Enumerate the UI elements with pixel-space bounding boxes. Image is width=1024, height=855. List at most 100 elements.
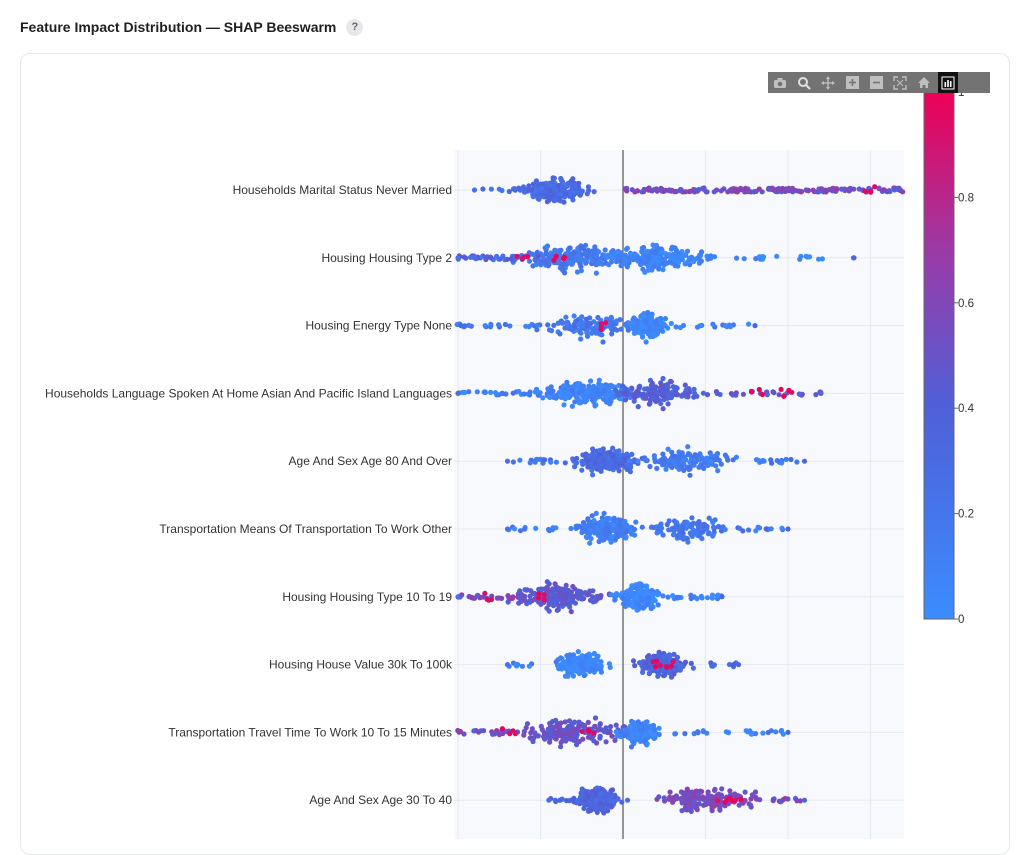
data-point	[627, 469, 634, 475]
data-point	[679, 249, 685, 255]
data-point	[645, 267, 651, 273]
data-point	[654, 465, 660, 471]
data-point	[532, 389, 539, 395]
zoom-icon[interactable]	[792, 72, 816, 93]
data-point	[834, 186, 840, 192]
data-point	[635, 404, 641, 410]
data-point	[862, 188, 868, 194]
data-point	[504, 662, 511, 668]
help-icon[interactable]: ?	[346, 18, 364, 36]
data-point	[598, 791, 604, 797]
data-point	[731, 662, 737, 668]
data-point	[499, 726, 505, 732]
data-point	[785, 526, 791, 532]
data-point	[593, 330, 599, 336]
data-point	[533, 525, 539, 532]
data-point	[488, 186, 494, 192]
data-point	[613, 387, 619, 393]
camera-icon[interactable]	[768, 72, 792, 93]
data-point	[713, 794, 719, 800]
zoom-in-icon[interactable]	[840, 72, 864, 93]
data-point	[535, 253, 541, 259]
zoom-out-icon[interactable]	[864, 72, 888, 93]
points	[454, 175, 906, 816]
data-point	[807, 254, 813, 260]
data-point	[797, 798, 803, 804]
data-point	[562, 719, 568, 725]
data-point	[564, 322, 570, 328]
data-point	[818, 390, 824, 396]
data-point	[660, 375, 666, 382]
data-point	[690, 665, 697, 671]
data-point	[577, 662, 584, 668]
data-point	[466, 389, 472, 395]
data-point	[504, 256, 510, 262]
data-point	[768, 457, 774, 463]
data-point	[608, 315, 615, 321]
data-point	[646, 401, 653, 407]
data-point	[638, 323, 645, 329]
data-point	[591, 393, 597, 399]
data-point	[658, 658, 664, 664]
pan-icon[interactable]	[816, 72, 840, 93]
data-point	[622, 252, 628, 258]
data-point	[608, 787, 614, 794]
data-point	[752, 789, 759, 795]
data-point	[770, 798, 776, 804]
data-point	[610, 453, 616, 460]
data-point	[544, 199, 551, 205]
data-point	[775, 187, 781, 193]
data-point	[747, 728, 753, 734]
data-point	[704, 595, 711, 601]
data-point	[646, 657, 652, 663]
colorbar-tick-label: 1	[958, 87, 964, 99]
data-point	[666, 394, 673, 400]
colorbar-ticks: 1 0.8 0.6 0.4 0.2 0	[954, 87, 975, 626]
data-point	[649, 188, 655, 194]
home-icon[interactable]	[912, 72, 936, 93]
data-point	[671, 651, 677, 657]
autoscale-icon[interactable]	[888, 72, 912, 93]
data-point	[641, 391, 647, 397]
data-point	[643, 457, 649, 463]
data-point	[746, 527, 752, 533]
data-point	[578, 330, 584, 336]
data-point	[794, 459, 800, 465]
data-point	[642, 604, 648, 610]
data-point	[521, 254, 527, 260]
data-point	[697, 533, 703, 539]
data-point	[594, 253, 600, 259]
data-point	[674, 654, 681, 661]
data-point	[733, 797, 739, 803]
data-point	[576, 322, 582, 328]
data-point	[618, 326, 624, 332]
data-point	[719, 786, 725, 792]
data-point	[593, 270, 600, 276]
data-point	[587, 527, 593, 534]
data-point	[756, 386, 762, 393]
data-point	[675, 251, 681, 257]
data-point	[589, 455, 595, 461]
data-point	[482, 590, 488, 597]
data-point	[644, 186, 651, 192]
data-point	[684, 520, 690, 526]
data-point	[591, 730, 597, 736]
plotly-logo-icon[interactable]	[938, 72, 958, 93]
data-point	[895, 185, 901, 191]
data-point	[614, 327, 620, 333]
data-point	[533, 188, 539, 195]
data-point	[589, 257, 595, 263]
data-point	[706, 515, 712, 521]
data-point	[592, 715, 599, 721]
data-point	[542, 259, 549, 266]
data-point	[637, 383, 643, 389]
data-point	[682, 382, 688, 388]
feature-label: Housing Energy Type None	[305, 319, 452, 333]
data-point	[782, 188, 788, 194]
data-point	[650, 659, 656, 665]
data-point	[659, 249, 665, 255]
data-point	[609, 733, 615, 739]
data-point	[484, 596, 490, 603]
data-point	[706, 793, 713, 800]
data-point	[553, 659, 559, 665]
